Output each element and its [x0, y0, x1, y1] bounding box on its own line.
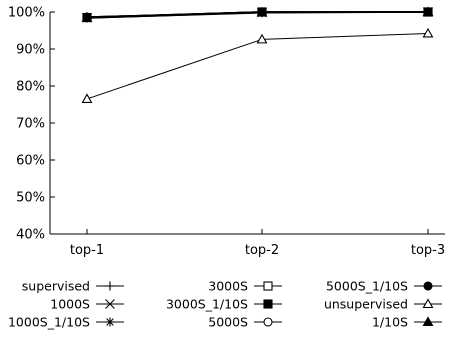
legend-label: 1000S_1/10S	[8, 315, 90, 330]
y-tick-label: 60%	[16, 154, 45, 169]
legend-marker	[263, 317, 273, 327]
legend-entry-5000s-1-10s: 5000S_1/10S	[326, 279, 442, 294]
x-tick-label: top-1	[70, 243, 104, 258]
legend-label: 3000S	[208, 279, 248, 294]
legend-entry-1000s-1-10s: 1000S_1/10S	[8, 315, 124, 330]
x-tick-label: top-3	[411, 243, 445, 258]
y-tick-label: 50%	[16, 191, 45, 206]
legend-marker	[422, 298, 434, 309]
legend-marker	[263, 299, 273, 309]
legend-entry-supervised: supervised	[22, 279, 124, 294]
y-tick-label: 90%	[16, 43, 45, 58]
legend-entry-1000s: 1000S	[50, 297, 124, 312]
tick-labels: 40% 50% 60% 70% 80% 90% 100% top-1 top-2 top-3	[8, 6, 445, 259]
data-point	[81, 12, 93, 22]
legend: supervised 1000S 1000S_1/10S 3000S 3000S_1/1…	[8, 279, 442, 330]
data-point	[256, 6, 268, 17]
data-point	[81, 93, 93, 103]
legend-label: 1000S	[50, 297, 90, 312]
legend-marker	[422, 316, 434, 327]
legend-marker	[105, 281, 115, 291]
axes	[49, 11, 445, 235]
x-tick-label: top-2	[245, 243, 279, 258]
legend-label: supervised	[22, 279, 90, 294]
legend-marker	[423, 281, 433, 291]
data-point	[422, 6, 434, 17]
legend-label: 5000S	[208, 315, 248, 330]
series-unsupervised	[81, 27, 434, 103]
legend-label: 3000S_1/10S	[166, 297, 248, 312]
y-tick-label: 70%	[16, 117, 45, 132]
legend-label: unsupervised	[324, 297, 408, 312]
legend-label: 1/10S	[372, 315, 408, 330]
legend-marker	[105, 317, 115, 327]
legend-entry-unsupervised: unsupervised	[324, 297, 442, 312]
legend-entry-3000s-1-10s: 3000S_1/10S	[166, 297, 282, 312]
y-tick-label: 40%	[16, 228, 45, 243]
legend-label: 5000S_1/10S	[326, 279, 408, 294]
legend-marker	[105, 299, 115, 309]
legend-entry-3000s: 3000S	[208, 279, 282, 294]
data-point	[422, 27, 434, 38]
series-1-10s	[81, 6, 434, 22]
plot-area	[81, 6, 434, 103]
y-tick-label: 80%	[16, 80, 45, 95]
legend-marker	[263, 281, 273, 291]
legend-entry-5000s: 5000S	[208, 315, 282, 330]
y-tick-label: 100%	[8, 6, 45, 21]
legend-entry-1-10s: 1/10S	[372, 315, 442, 330]
data-point	[256, 33, 268, 44]
